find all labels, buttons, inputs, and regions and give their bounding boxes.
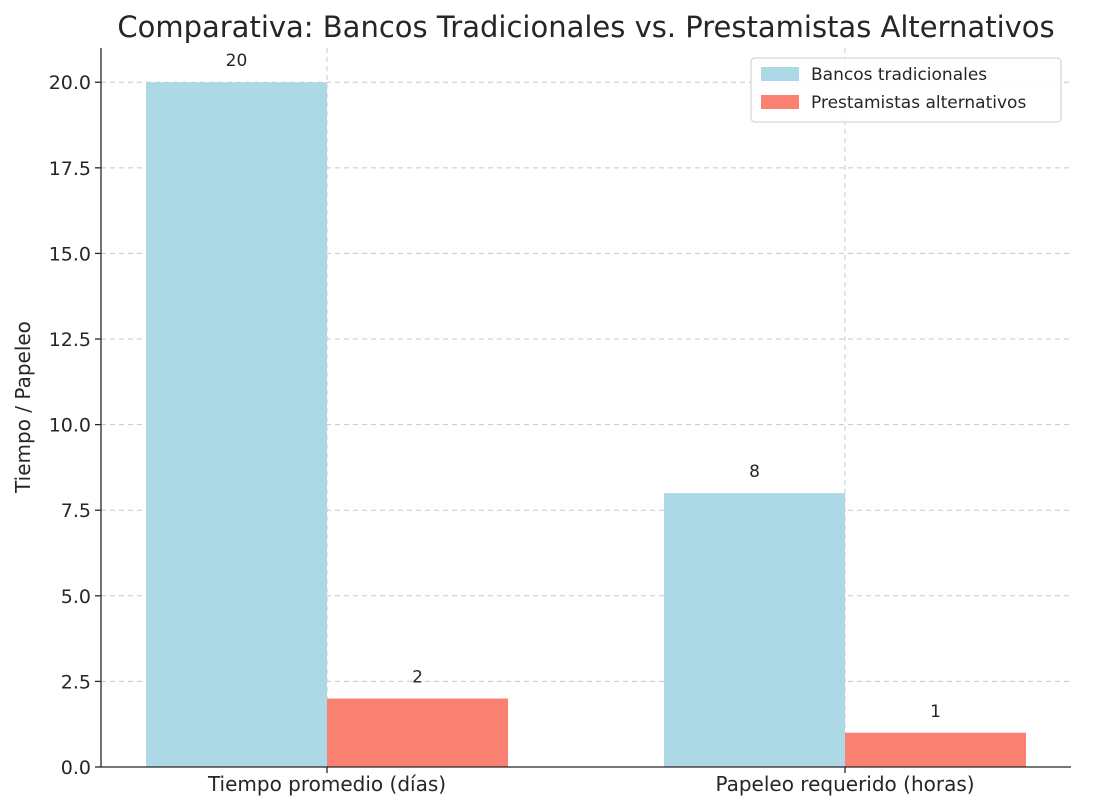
data-label: 8: [749, 462, 760, 482]
y-axis-label: Tiempo / Papeleo: [11, 321, 35, 494]
x-tick-label: Tiempo promedio (días): [207, 772, 446, 796]
y-tick-label: 15.0: [49, 243, 91, 265]
y-tick-label: 20.0: [49, 72, 91, 94]
bar: [845, 732, 1026, 767]
bar: [146, 82, 327, 767]
chart-title: Comparativa: Bancos Tradicionales vs. Pr…: [117, 10, 1054, 44]
data-label: 20: [226, 51, 248, 71]
legend-label: Prestamistas alternativos: [811, 93, 1026, 113]
y-tick-label: 5.0: [61, 586, 91, 608]
y-tick-label: 17.5: [49, 158, 91, 180]
bar: [327, 698, 508, 767]
y-tick-label: 0.0: [61, 757, 91, 779]
axes: 0.0 2.5 5.0 7.5 10.0 12.5 15.0 17.5 20.0 Tiempo p…: [49, 48, 1071, 796]
legend-swatch: [761, 95, 799, 109]
y-tick-label: 12.5: [49, 329, 91, 351]
bars: 20 8 2 1: [146, 51, 1026, 767]
data-label: 2: [412, 668, 423, 688]
x-tick-label: Papeleo requerido (horas): [715, 772, 974, 796]
legend-label: Bancos tradicionales: [811, 65, 987, 85]
legend-box: [750, 57, 1062, 123]
legend-swatch: [761, 67, 799, 81]
y-tick-label: 7.5: [61, 500, 91, 522]
bar: [664, 493, 845, 767]
y-tick-label: 2.5: [61, 671, 91, 693]
legend: Bancos tradicionales Prestamistas alterna…: [750, 57, 1062, 123]
y-tick-label: 10.0: [49, 415, 91, 437]
data-label: 1: [930, 702, 941, 722]
